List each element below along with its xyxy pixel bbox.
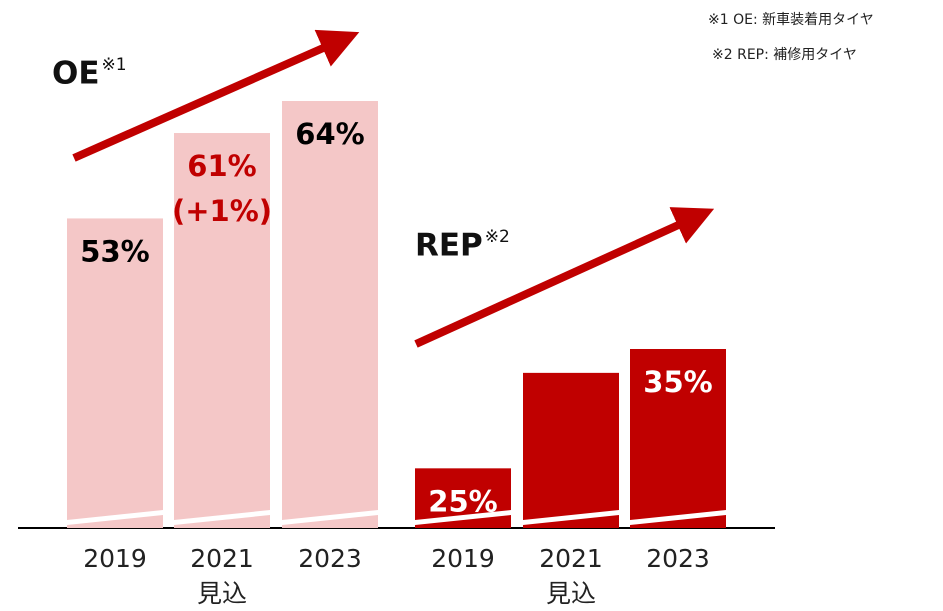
change-label: (+3%): [521, 434, 621, 468]
title-note: ※2: [485, 227, 510, 247]
x-tick-sublabel: 見込: [546, 579, 596, 608]
note: ※2 REP: 補修用タイヤ: [712, 47, 857, 63]
axis-break: [174, 510, 270, 525]
x-tick-label: 2019: [431, 544, 495, 573]
bar: [174, 133, 270, 528]
value-label: 61%: [187, 149, 256, 183]
trend-arrow: [72, 29, 360, 162]
x-tick-label: 2019: [83, 544, 147, 573]
x-tick-sublabel: 見込: [197, 579, 247, 608]
trend-arrow: [414, 207, 715, 348]
value-label: 53%: [80, 234, 149, 268]
title-note: ※1: [102, 55, 127, 75]
bar: [523, 372, 619, 528]
value-label: 64%: [295, 117, 364, 151]
axis-break: [415, 510, 511, 525]
axis-break: [523, 510, 619, 525]
axis-break: [67, 510, 163, 525]
axis-break: [630, 510, 726, 525]
x-tick-label: 2023: [298, 544, 362, 573]
value-label: 33%: [536, 389, 605, 423]
change-label: (+1%): [172, 194, 272, 228]
bar: [67, 218, 163, 529]
x-tick-label: 2021: [539, 544, 603, 573]
bar: [282, 101, 378, 528]
group-title: OE: [52, 56, 100, 92]
note: ※1 OE: 新車装着用タイヤ: [708, 11, 874, 28]
x-tick-label: 2023: [646, 544, 710, 573]
x-tick-label: 2021: [190, 544, 254, 573]
bar: [630, 349, 726, 528]
group-title: REP: [415, 228, 483, 264]
value-label: 35%: [643, 365, 712, 399]
axis-break: [282, 510, 378, 525]
value-label: 25%: [428, 484, 497, 518]
